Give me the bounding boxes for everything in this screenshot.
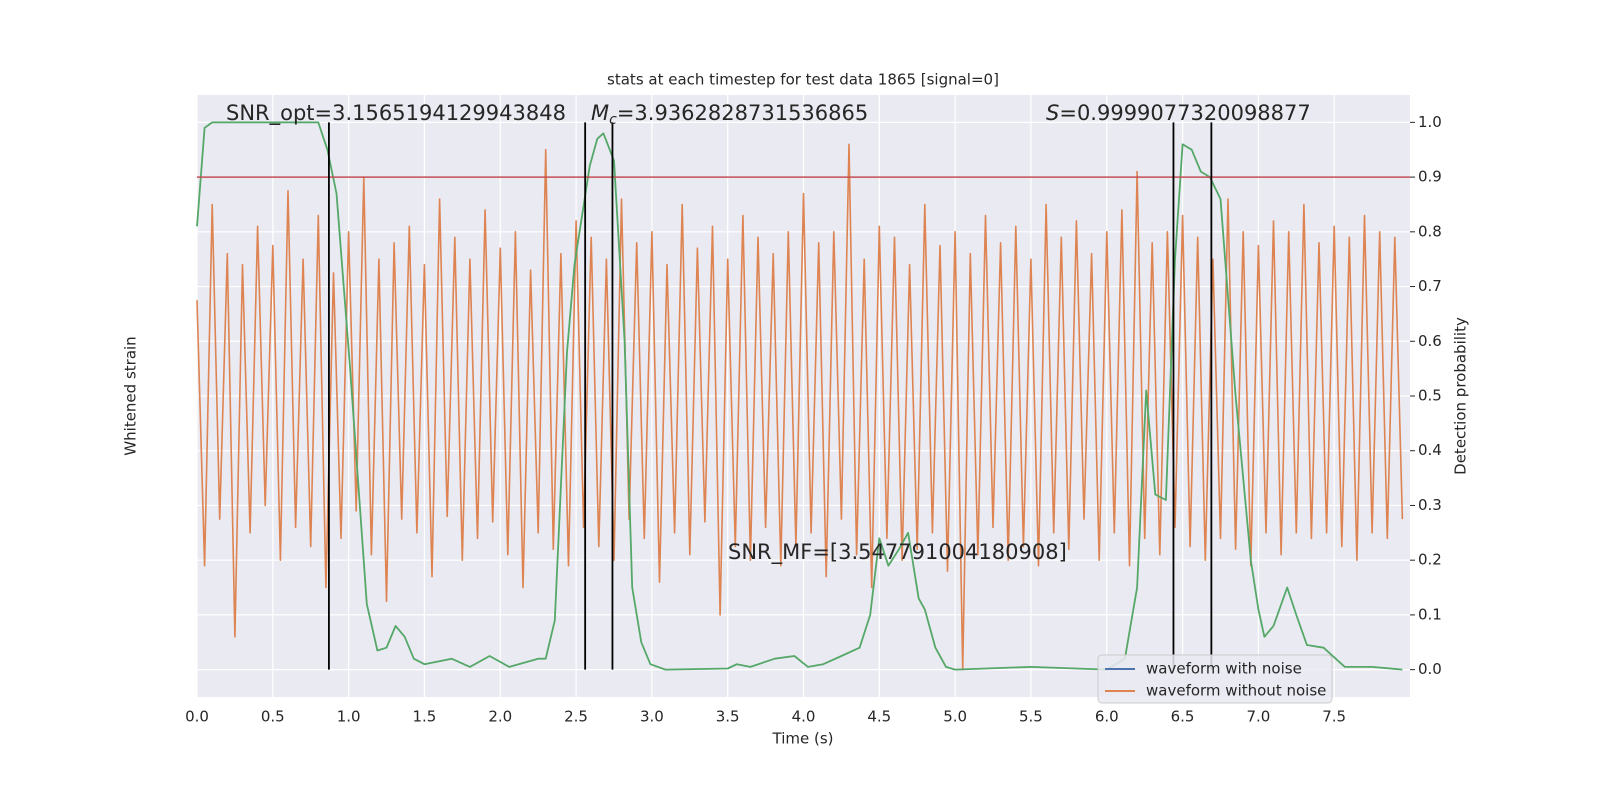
x-tick-label: 3.5 bbox=[716, 708, 740, 726]
y2-tick-label: 0.0 bbox=[1418, 660, 1442, 678]
x-tick-label: 1.5 bbox=[413, 708, 437, 726]
annotation: S=0.9999077320098877 bbox=[1046, 101, 1311, 125]
annotation-text: =3.9362828731536865 bbox=[617, 101, 868, 125]
y2-tick-label: 0.2 bbox=[1418, 551, 1442, 569]
x-tick-label: 4.5 bbox=[867, 708, 891, 726]
x-tick-label: 2.0 bbox=[488, 708, 512, 726]
x-tick-label: 7.0 bbox=[1246, 708, 1270, 726]
y2-tick-label: 0.7 bbox=[1418, 277, 1442, 295]
annotation: Mc=3.9362828731536865 bbox=[591, 101, 868, 128]
legend-box bbox=[1097, 654, 1333, 704]
x-tick-label: 3.0 bbox=[640, 708, 664, 726]
y2-tick-label: 0.6 bbox=[1418, 332, 1442, 350]
legend: waveform with noise waveform without nois… bbox=[1097, 654, 1333, 704]
legend-label: waveform with noise bbox=[1146, 660, 1302, 678]
annotation-symbol: M bbox=[591, 101, 609, 125]
chart-title: stats at each timestep for test data 186… bbox=[607, 71, 999, 89]
annotation-text: =0.9999077320098877 bbox=[1059, 101, 1310, 125]
annotation-symbol: S bbox=[1046, 101, 1059, 125]
x-tick-label: 5.0 bbox=[943, 708, 967, 726]
x-tick-label: 6.5 bbox=[1171, 708, 1195, 726]
x-tick-label: 0.5 bbox=[261, 708, 285, 726]
y2-tick-label: 0.9 bbox=[1418, 168, 1442, 186]
x-tick-label: 5.5 bbox=[1019, 708, 1043, 726]
y2-tick-label: 0.1 bbox=[1418, 605, 1442, 623]
y2-tick-label: 0.4 bbox=[1418, 441, 1442, 459]
y2-tick-label: 0.3 bbox=[1418, 496, 1442, 514]
marks bbox=[196, 121, 1410, 671]
series-line bbox=[196, 121, 1403, 671]
y-axis-label: Whitened strain bbox=[122, 336, 140, 455]
x-tick-label: 1.0 bbox=[337, 708, 361, 726]
legend-label: waveform without noise bbox=[1146, 682, 1326, 700]
y2-tick-label: 0.5 bbox=[1418, 387, 1442, 405]
x-tick-label: 6.0 bbox=[1095, 708, 1119, 726]
annotation-subscript: c bbox=[609, 112, 617, 128]
annotation: SNR_opt=3.1565194129943848 bbox=[226, 101, 566, 126]
y2-tick-label: 0.8 bbox=[1418, 222, 1442, 240]
x-tick-label: 2.5 bbox=[564, 708, 588, 726]
annotation: SNR_MF=[3.547791004180908] bbox=[728, 540, 1067, 565]
y2-tick-label: 1.0 bbox=[1418, 113, 1442, 131]
x-tick-label: 4.0 bbox=[792, 708, 816, 726]
series-line bbox=[196, 143, 1404, 671]
x-axis-label: Time (s) bbox=[772, 730, 834, 748]
y2-axis-label: Detection probability bbox=[1452, 317, 1470, 475]
x-tick-label: 7.5 bbox=[1322, 708, 1346, 726]
x-tick-label: 0.0 bbox=[185, 708, 209, 726]
